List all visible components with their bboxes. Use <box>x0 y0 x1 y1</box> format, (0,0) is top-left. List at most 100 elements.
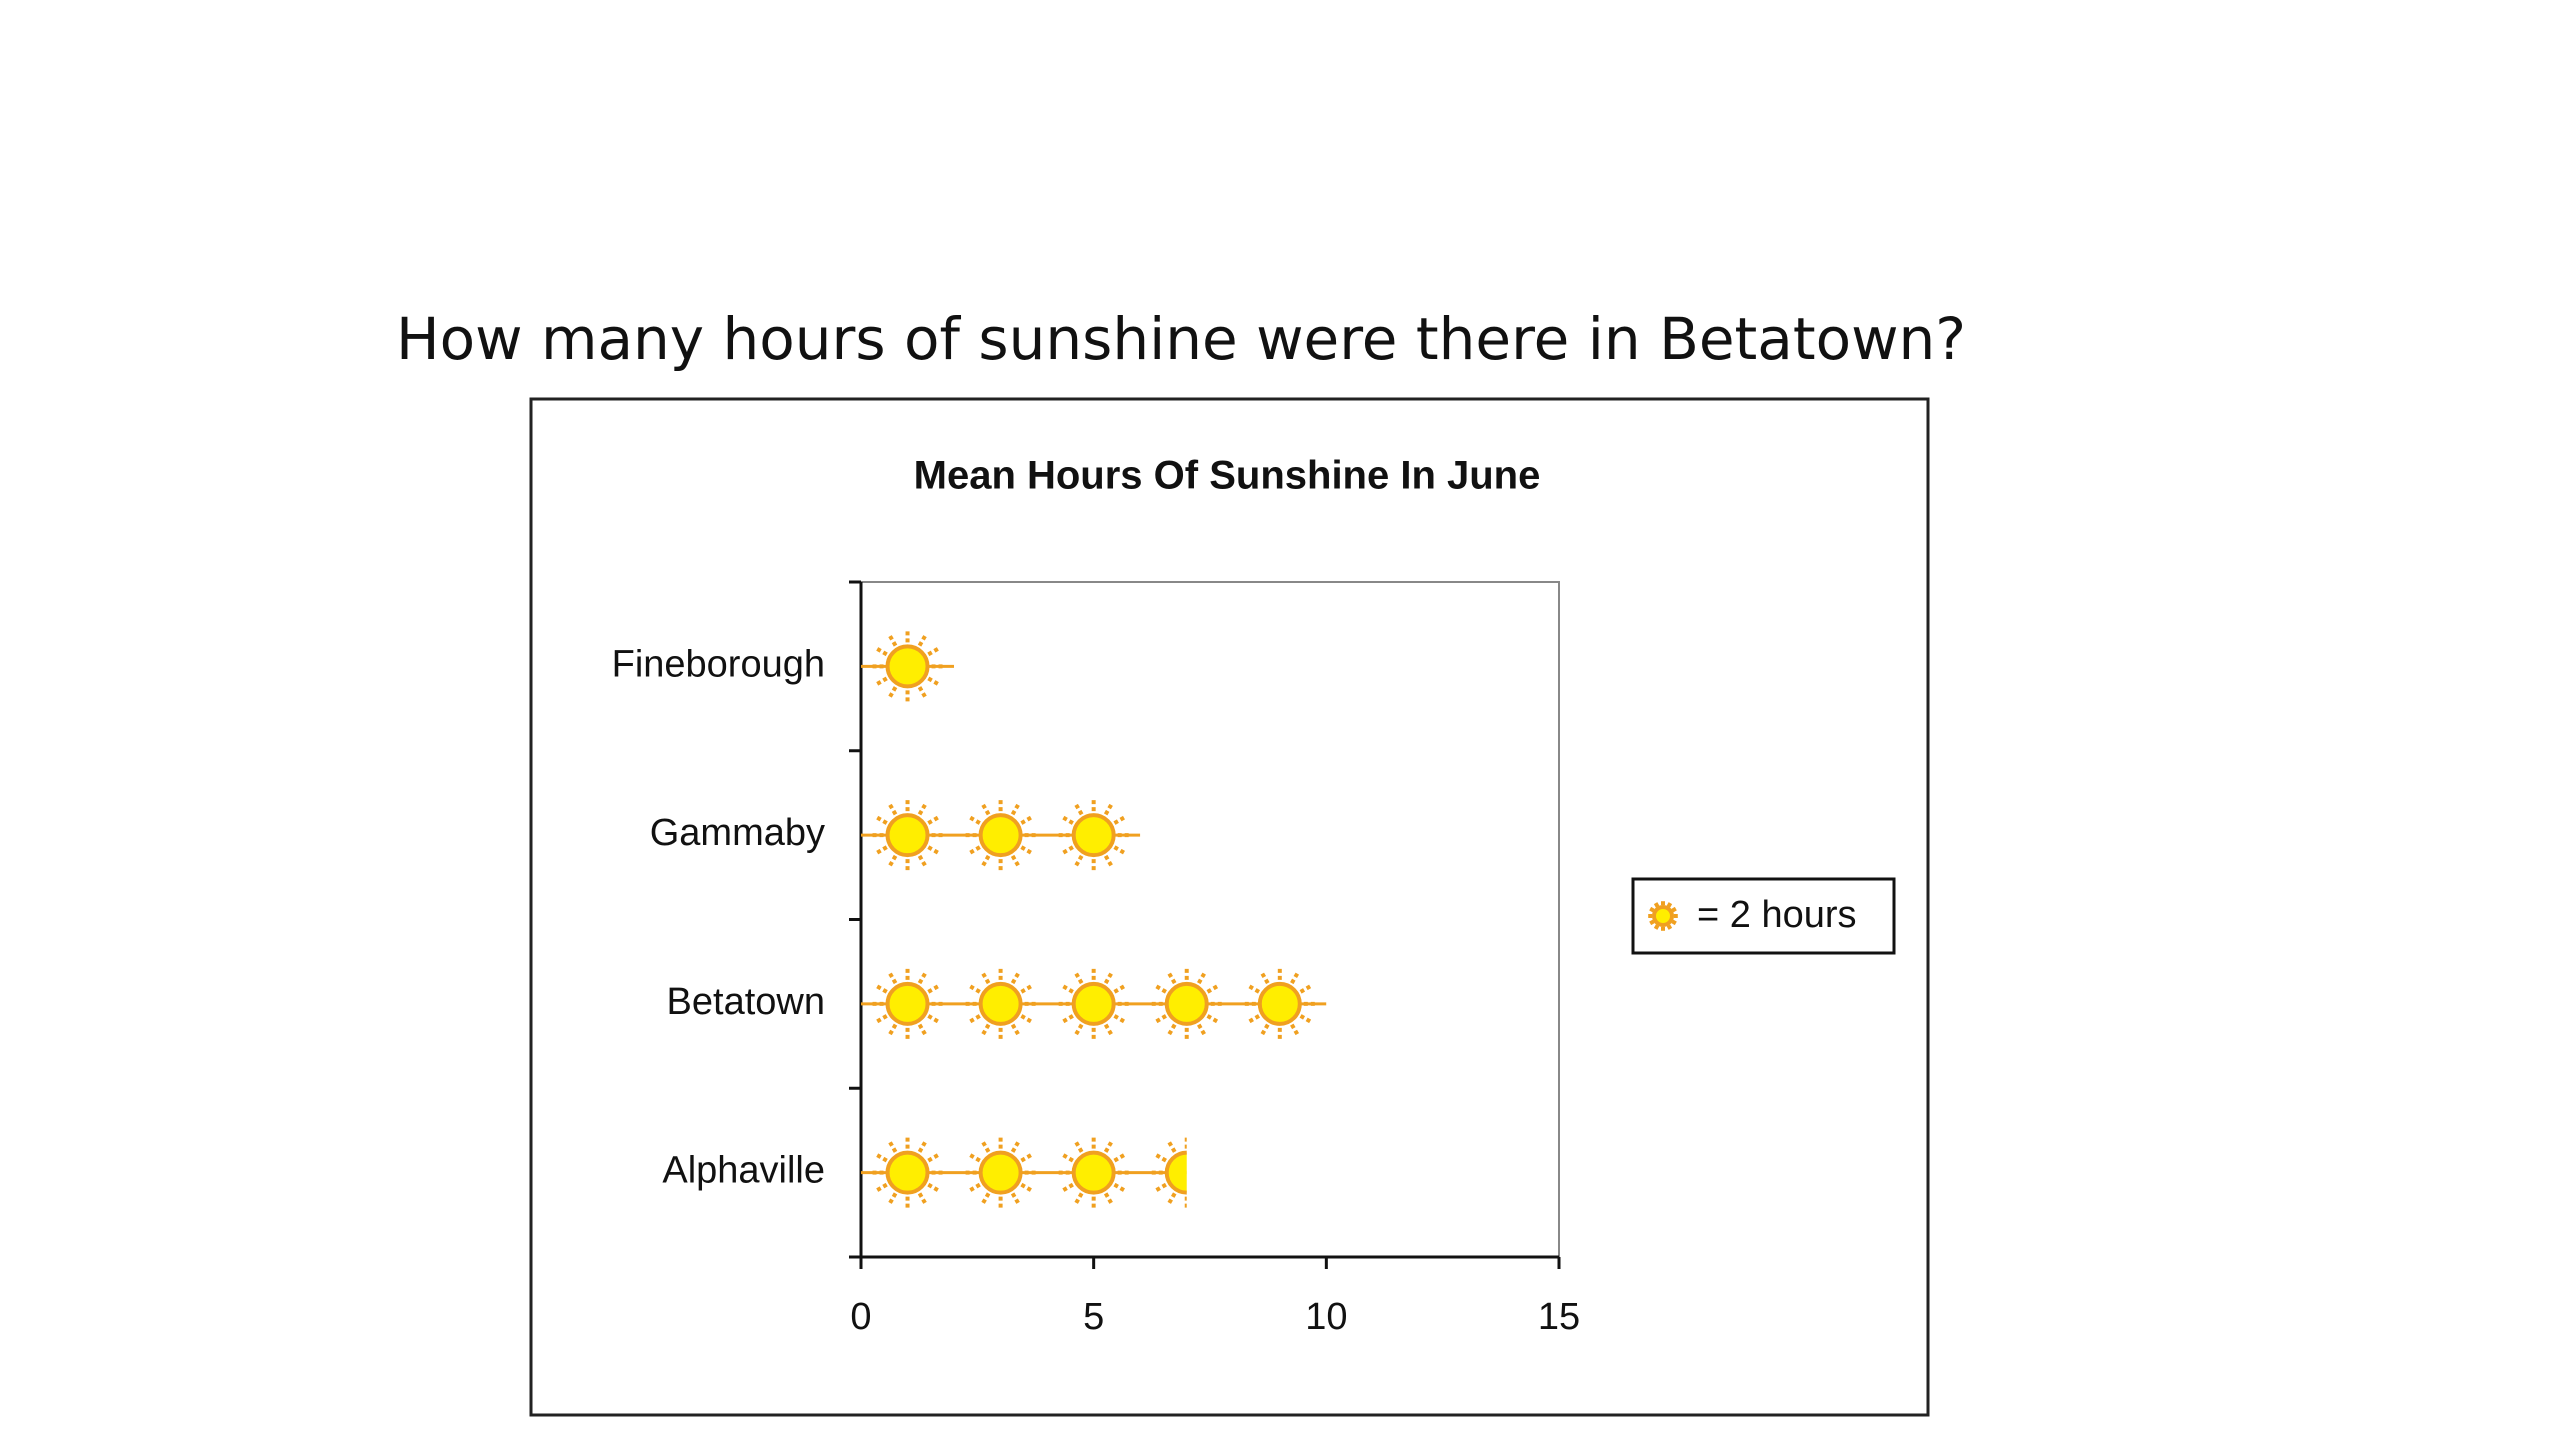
sun-ray <box>1074 1141 1084 1153</box>
sun-ray <box>1062 815 1074 825</box>
y-tick-label: Alphaville <box>662 1150 825 1192</box>
sun-ray <box>981 1192 991 1204</box>
sun-symbol <box>872 631 943 702</box>
sun-ray <box>1074 803 1084 816</box>
sun-disc <box>1652 905 1674 927</box>
sun-ray <box>969 845 981 855</box>
sun-symbol <box>1151 968 1222 1039</box>
sun-ray <box>1020 984 1032 994</box>
sun-ray <box>1167 1141 1177 1153</box>
sun-ray <box>917 1192 927 1204</box>
sun-ray <box>1197 972 1206 985</box>
chart-title: Mean Hours Of Sunshine In June <box>914 454 1541 498</box>
sun-ray <box>1020 1182 1032 1192</box>
sun-ray <box>1167 1023 1177 1036</box>
sun-ray <box>1206 1014 1219 1024</box>
sun-ray <box>1671 919 1678 926</box>
sun-ray <box>1299 984 1312 994</box>
bar <box>861 968 1327 1039</box>
sun-ray <box>1648 919 1655 926</box>
y-tick-label: Betatown <box>667 981 825 1023</box>
sun-ray <box>1113 984 1125 994</box>
sun-ray <box>1113 1153 1125 1163</box>
sun-ray <box>1113 1014 1125 1024</box>
sun-ray <box>1010 1141 1020 1153</box>
x-tick-label: 0 <box>850 1296 871 1338</box>
sun-ray <box>917 635 927 647</box>
sun-ray <box>1062 1182 1074 1192</box>
sun-symbol <box>1244 968 1315 1039</box>
sun-ray <box>876 1153 888 1163</box>
sun-ray <box>876 1014 888 1024</box>
sun-disc <box>1257 981 1302 1026</box>
sun-disc <box>978 1150 1023 1195</box>
sun-disc <box>885 644 930 689</box>
plot-area <box>860 581 1560 1258</box>
sun-ray <box>1103 803 1113 816</box>
sun-ray <box>1155 1153 1167 1163</box>
sun-ray <box>876 845 888 855</box>
sun-ray <box>1197 1023 1206 1036</box>
sun-ray <box>981 854 991 867</box>
sun-ray <box>1010 972 1020 985</box>
bar <box>861 1137 1187 1208</box>
sun-ray <box>1062 1153 1074 1163</box>
sun-ray <box>1010 854 1020 867</box>
sun-ray <box>1155 1182 1167 1192</box>
sun-symbol <box>965 1137 1036 1208</box>
sun-ray <box>1167 972 1177 985</box>
sun-ray <box>927 845 939 855</box>
sun-ray <box>1155 984 1167 994</box>
sun-ray <box>888 1023 898 1036</box>
sun-disc <box>1164 981 1209 1026</box>
sun-ray <box>1010 1192 1020 1204</box>
sun-ray <box>969 1182 981 1192</box>
sun-ray <box>888 686 898 698</box>
sun-symbol <box>965 968 1036 1039</box>
sun-ray <box>1653 924 1660 931</box>
sun-ray <box>876 676 888 686</box>
sun-ray <box>1113 845 1125 855</box>
sun-ray <box>1010 803 1020 816</box>
sun-symbol <box>872 800 943 871</box>
sun-ray <box>981 972 991 985</box>
sun-ray <box>917 803 927 816</box>
sun-ray <box>1103 972 1113 985</box>
sun-ray <box>927 815 939 825</box>
question: How many hours of sunshine were there in… <box>396 305 1966 373</box>
sun-ray <box>1074 972 1084 985</box>
sun-ray <box>969 984 981 994</box>
x-tick-label: 5 <box>1083 1296 1104 1338</box>
sun-ray <box>1074 854 1084 867</box>
sun-disc <box>1071 1150 1116 1195</box>
sun-ray <box>876 984 888 994</box>
sun-ray <box>1260 1023 1270 1036</box>
sun-ray <box>1648 906 1655 913</box>
sun-ray <box>1103 854 1113 867</box>
sun-ray <box>1167 1192 1177 1204</box>
sun-ray <box>927 1153 939 1163</box>
sun-symbol <box>1151 1137 1187 1208</box>
sun-ray <box>1666 924 1673 931</box>
sun-disc <box>978 981 1023 1026</box>
sun-ray <box>917 686 927 698</box>
sun-ray <box>1248 1014 1261 1024</box>
sun-ray <box>917 972 927 985</box>
sun-ray <box>927 647 939 657</box>
sun-ray <box>1671 906 1678 913</box>
sun-ray <box>1299 1014 1312 1024</box>
x-tick-label: 10 <box>1305 1296 1347 1338</box>
sun-ray <box>1103 1141 1113 1153</box>
sun-symbol <box>1058 968 1129 1039</box>
sun-ray <box>981 1023 991 1036</box>
sun-disc <box>885 1150 930 1195</box>
sun-ray <box>1653 901 1660 908</box>
sun-symbol <box>965 800 1036 871</box>
sun-ray <box>927 1182 939 1192</box>
sun-ray <box>1290 1023 1300 1036</box>
sun-ray <box>969 815 981 825</box>
sun-ray <box>981 1141 991 1153</box>
sun-ray <box>969 1014 981 1024</box>
sun-ray <box>888 803 898 816</box>
sun-ray <box>876 1182 888 1192</box>
